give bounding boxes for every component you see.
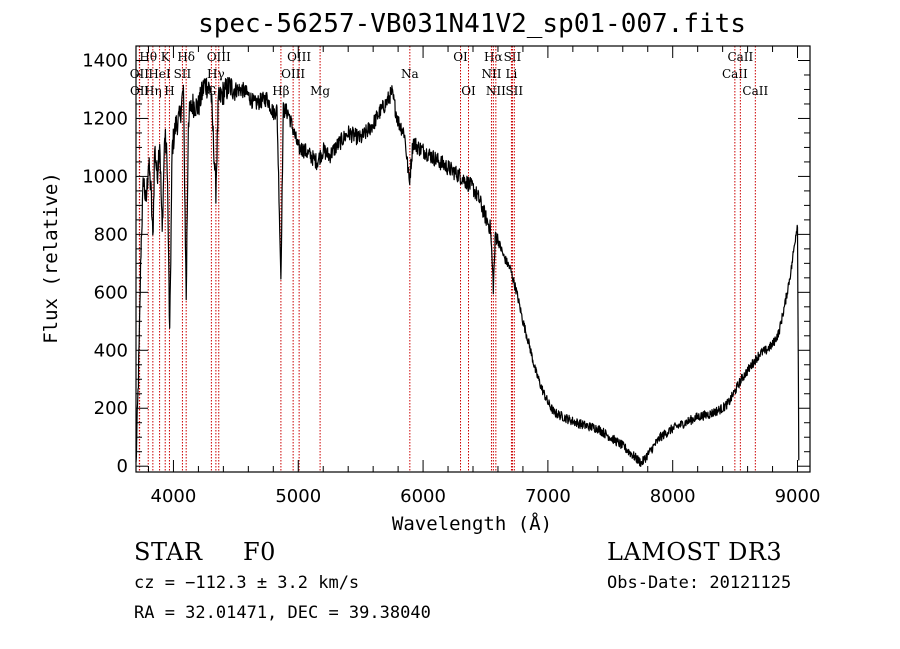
spectrum-series-line bbox=[135, 76, 800, 467]
x-tick-label-8000: 8000 bbox=[650, 486, 696, 507]
line-marker-label-6: H bbox=[164, 84, 174, 98]
plot-frame bbox=[135, 45, 811, 473]
x-tick-label-9000: 9000 bbox=[775, 486, 821, 507]
line-marker-label-0: Hθ bbox=[139, 50, 157, 64]
y-tick-label-1400: 1400 bbox=[82, 50, 128, 71]
line-marker-label-2: OII bbox=[130, 84, 150, 98]
line-marker-label-25: CaII bbox=[722, 67, 748, 81]
x-tick-label-5000: 5000 bbox=[275, 486, 321, 507]
survey-name: LAMOST DR3 bbox=[607, 538, 783, 566]
line-marker-label-12: Hβ bbox=[272, 84, 289, 98]
line-marker-label-5: K bbox=[161, 50, 171, 64]
x-tick-label-4000: 4000 bbox=[151, 486, 197, 507]
line-marker-label-11: OIII bbox=[207, 50, 231, 64]
line-marker-label-26: CaII bbox=[727, 50, 753, 64]
line-marker-label-27: CaII bbox=[742, 84, 768, 98]
line-marker-label-20: NII bbox=[481, 67, 501, 81]
line-marker-label-23: SII bbox=[504, 50, 522, 64]
line-marker-label-24: SII bbox=[505, 84, 523, 98]
line-marker-label-16: Na bbox=[401, 67, 419, 81]
redshift-text: cz = −112.3 ± 3.2 km/s bbox=[134, 573, 360, 593]
y-tick-label-600: 600 bbox=[94, 282, 128, 303]
obs-date: Obs-Date: 20121125 bbox=[607, 573, 792, 593]
y-tick-label-800: 800 bbox=[94, 224, 128, 245]
y-tick-label-200: 200 bbox=[94, 398, 128, 419]
line-marker-label-21: NII bbox=[486, 84, 506, 98]
line-marker-label-15: Mg bbox=[310, 84, 330, 98]
x-tick-label-6000: 6000 bbox=[400, 486, 446, 507]
chart-title: spec-56257-VB031N41V2_sp01-007.fits bbox=[198, 9, 746, 39]
y-tick-label-400: 400 bbox=[94, 340, 128, 361]
line-marker-label-22: Li bbox=[506, 67, 518, 81]
object-subclass: F0 bbox=[243, 538, 276, 566]
y-tick-label-1200: 1200 bbox=[82, 108, 128, 129]
line-marker-label-8: Hδ bbox=[177, 50, 195, 64]
coordinates-text: RA = 32.01471, DEC = 39.38040 bbox=[134, 603, 431, 623]
line-marker-label-4: HeI bbox=[148, 67, 171, 81]
x-axis-label: Wavelength (Å) bbox=[392, 512, 552, 535]
line-marker-label-17: OI bbox=[453, 50, 468, 64]
line-marker-label-14: OIII bbox=[287, 50, 311, 64]
y-axis-label: Flux (relative) bbox=[40, 172, 62, 344]
y-tick-label-0: 0 bbox=[117, 456, 128, 477]
axis-ticks: 4000 5000 6000 7000 8000 9000 0 200 400 600 800 100… bbox=[82, 45, 821, 507]
y-tick-label-1000: 1000 bbox=[82, 166, 128, 187]
line-marker-label-7: SII bbox=[174, 67, 192, 81]
line-marker-label-10: Hγ bbox=[207, 67, 225, 81]
line-marker-label-13: OIII bbox=[281, 67, 305, 81]
object-class: STAR bbox=[134, 538, 203, 566]
line-marker-label-18: OI bbox=[461, 84, 476, 98]
x-tick-label-7000: 7000 bbox=[525, 486, 571, 507]
line-marker-label-3: Hη bbox=[144, 84, 162, 98]
spectral-line-markers: HθOIIOIIHηHeIKHSIIHδGHγOIIIHβOIIIOIIIMgN… bbox=[130, 46, 768, 472]
line-marker-label-19: Hα bbox=[484, 50, 503, 64]
